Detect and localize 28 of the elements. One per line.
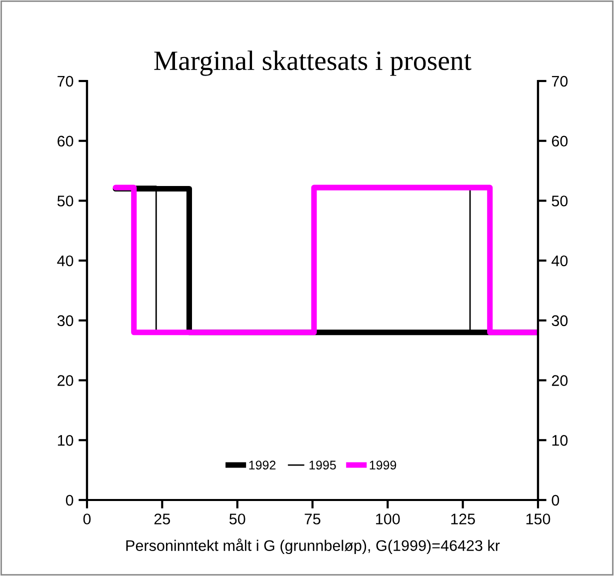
legend-label: 1995 (310, 460, 336, 470)
x-tick-label: 100 (376, 514, 400, 524)
y-tick-label: 20 (58, 375, 74, 386)
legend-label: 1999 (370, 460, 396, 470)
y-tick-label: 0 (66, 494, 74, 506)
y-tick-label: 60 (58, 136, 74, 147)
legend-label: 1992 (249, 460, 276, 470)
y2-tick-label: 40 (552, 255, 568, 266)
x-tick-label: 125 (451, 514, 475, 524)
y-tick-label: 40 (57, 255, 74, 266)
y-tick-label: 50 (57, 196, 74, 206)
x-tick-label: 0 (83, 514, 91, 524)
y2-tick-label: 0 (552, 494, 560, 506)
y-tick-label: 30 (57, 315, 74, 326)
y2-tick-label: 20 (552, 375, 568, 386)
x-tick-label: 50 (229, 514, 246, 524)
y-tick-label: 10 (58, 435, 74, 446)
y2-tick-label: 60 (552, 136, 568, 147)
y2-tick-label: 30 (552, 315, 568, 326)
chart-title: Marginal skattesats i prosent (154, 50, 472, 76)
y-tick-label: 70 (58, 76, 74, 87)
y2-tick-label: 10 (552, 435, 568, 446)
y2-tick-label: 50 (552, 196, 568, 206)
x-tick-label: 25 (154, 514, 170, 524)
x-axis-title: Personinntekt målt i G (grunnbeløp), G(1999)=46423 kr (126, 538, 500, 554)
x-tick-label: 150 (526, 514, 550, 524)
x-tick-label: 75 (304, 514, 320, 524)
y2-tick-label: 70 (552, 76, 568, 87)
